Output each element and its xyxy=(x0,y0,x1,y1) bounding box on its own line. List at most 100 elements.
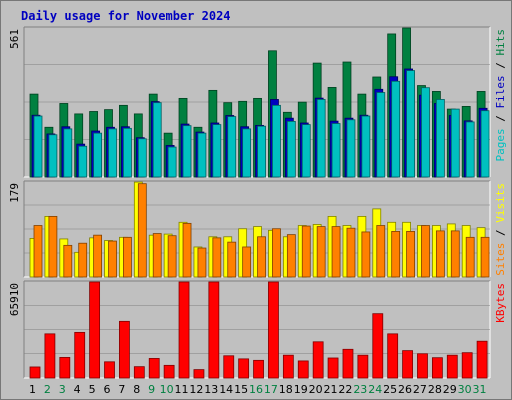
kbytes-kbytes-bar xyxy=(178,281,190,379)
day-label: 1 xyxy=(29,383,36,396)
hits-files-pages-pages-bar xyxy=(212,124,222,178)
day-label: 8 xyxy=(133,383,140,396)
visits-sites-sites-bar xyxy=(167,235,177,278)
visits-sites-sites-bar xyxy=(346,227,356,278)
day-label: 28 xyxy=(428,383,442,396)
visits-sites-sites-bar xyxy=(242,246,252,278)
day-label: 20 xyxy=(309,383,323,396)
kbytes-kbytes-bar xyxy=(74,331,86,379)
day-label: 11 xyxy=(174,383,188,396)
day-label: 22 xyxy=(338,383,352,396)
day-label: 2 xyxy=(44,383,51,396)
day-label: 9 xyxy=(148,383,155,396)
visits-sites-sites-bar xyxy=(272,228,281,278)
visits-sites-sites-bar xyxy=(137,183,147,278)
kbytes-legend-entry: KBytes xyxy=(494,283,507,323)
hits-files-pages-pages-bar xyxy=(480,110,490,178)
visits-sites-sites-bar xyxy=(316,226,326,278)
kbytes-kbytes-bar xyxy=(268,281,279,379)
visits-sites-legend-entry: Visits xyxy=(494,183,507,223)
hits-files-pages-pages-bar xyxy=(48,134,58,178)
visits-sites-sites-bar xyxy=(197,247,207,278)
visits-sites-sites-bar xyxy=(480,236,490,278)
hits-files-pages-pages-bar xyxy=(93,132,103,178)
kbytes-kbytes-bar xyxy=(133,366,145,379)
kbytes-kbytes-bar xyxy=(29,366,41,379)
hits-files-pages-pages-bar xyxy=(167,146,177,178)
hits-files-pages-pages-bar xyxy=(376,92,386,178)
kbytes-kbytes-bar xyxy=(193,369,205,379)
day-label: 5 xyxy=(89,383,96,396)
day-label: 4 xyxy=(74,383,81,396)
hits-files-pages-max-label: 561 xyxy=(8,29,21,49)
visits-sites-sites-bar xyxy=(78,242,88,278)
visits-sites-sites-bar xyxy=(391,231,401,278)
day-label: 14 xyxy=(219,383,233,396)
kbytes-kbytes-bar xyxy=(431,357,443,379)
hits-files-pages-pages-bar xyxy=(152,102,162,178)
hits-files-pages-legend-entry: / xyxy=(494,56,507,76)
hits-files-pages-pages-bar xyxy=(331,123,341,178)
day-label: 19 xyxy=(294,383,308,396)
hits-files-pages-pages-bar xyxy=(406,70,415,178)
hits-files-pages-pages-bar xyxy=(301,124,311,178)
visits-sites-sites-bar xyxy=(152,233,162,278)
kbytes-kbytes-bar xyxy=(89,281,101,379)
visits-sites-sites-bar xyxy=(33,225,43,278)
hits-files-pages-legend-entry: Pages xyxy=(494,128,507,161)
day-label: 16 xyxy=(249,383,263,396)
day-label: 6 xyxy=(103,383,110,396)
kbytes-kbytes-bar xyxy=(342,348,354,379)
visits-sites-sites-bar xyxy=(227,241,237,278)
visits-sites-sites-bar xyxy=(301,225,311,278)
hits-files-pages-pages-bar xyxy=(346,119,356,178)
kbytes-kbytes-bar xyxy=(446,354,458,379)
visits-sites-sites-bar xyxy=(361,231,371,278)
kbytes-kbytes-bar xyxy=(417,353,428,379)
visits-sites-sites-bar xyxy=(63,244,73,278)
hits-files-pages-pages-bar xyxy=(78,145,88,178)
hits-files-pages-legend-entry: Hits xyxy=(494,29,507,56)
hits-files-pages-pages-bar xyxy=(257,125,266,178)
visits-sites-sites-bar xyxy=(123,236,132,278)
visits-sites-sites-bar xyxy=(257,236,266,278)
hits-files-pages-pages-bar xyxy=(450,108,460,178)
visits-sites-sites-bar xyxy=(212,237,222,278)
kbytes-kbytes-bar xyxy=(119,320,130,379)
kbytes-kbytes-bar xyxy=(238,358,250,379)
visits-sites-sites-bar xyxy=(450,230,460,278)
kbytes-kbytes-bar xyxy=(208,281,220,379)
day-label: 21 xyxy=(324,383,338,396)
day-label: 25 xyxy=(383,383,397,396)
kbytes-kbytes-bar xyxy=(476,340,488,379)
day-label: 24 xyxy=(368,383,382,396)
day-label: 10 xyxy=(160,383,174,396)
hits-files-pages-pages-bar xyxy=(272,104,281,178)
kbytes-kbytes-bar xyxy=(461,352,473,379)
visits-sites-sites-bar xyxy=(406,231,415,278)
kbytes-kbytes-bar xyxy=(357,354,369,379)
hits-files-pages-pages-bar xyxy=(137,138,147,178)
day-label: 18 xyxy=(279,383,293,396)
hits-files-pages-pages-bar xyxy=(197,132,207,178)
kbytes-max-label: 65910 xyxy=(8,283,21,316)
kbytes-kbytes-bar xyxy=(327,357,339,379)
kbytes-kbytes-bar xyxy=(282,354,294,379)
hits-files-pages-pages-bar xyxy=(421,87,430,178)
visits-sites-sites-bar xyxy=(435,230,445,278)
kbytes-kbytes-bar xyxy=(148,358,160,379)
visits-sites-legend-entry: Sites xyxy=(494,243,507,276)
chart-title: Daily usage for November 2024 xyxy=(21,9,231,23)
visits-sites-legend-entry: / xyxy=(494,223,507,243)
hits-files-pages-legend-entry: Files xyxy=(494,75,507,108)
visits-sites-sites-bar xyxy=(48,215,58,278)
hits-files-pages-pages-bar xyxy=(316,99,326,178)
hits-files-pages-pages-bar xyxy=(361,115,371,178)
day-label: 7 xyxy=(118,383,125,396)
kbytes-kbytes-bar xyxy=(44,333,56,379)
kbytes-kbytes-bar xyxy=(402,350,413,379)
kbytes-kbytes-bar xyxy=(372,313,384,379)
hits-files-pages-pages-bar xyxy=(63,128,73,178)
